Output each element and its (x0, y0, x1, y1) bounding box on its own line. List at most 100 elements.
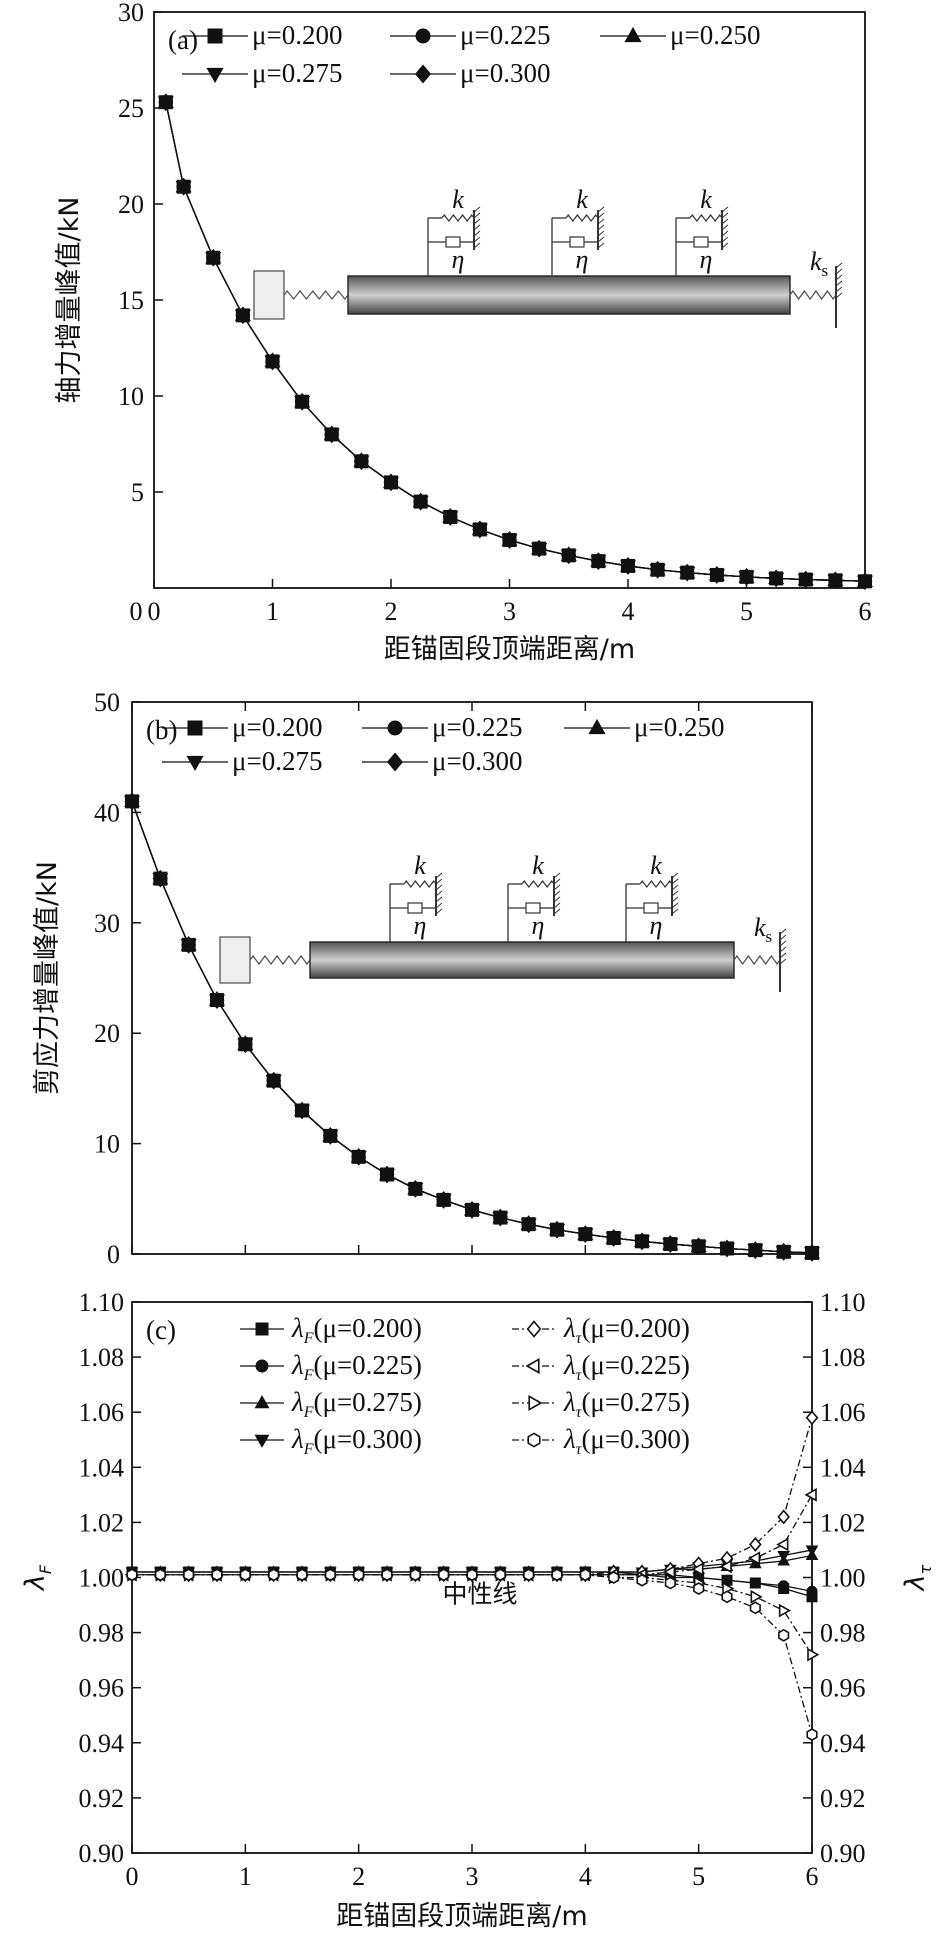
data-point (776, 1537, 789, 1552)
wall-hatch (435, 872, 443, 879)
data-point (620, 557, 636, 575)
end-spring (789, 289, 837, 301)
data-point (776, 1242, 792, 1261)
legend-item: μ=0.225 (362, 712, 522, 742)
data-point (294, 392, 310, 411)
y-axis-label-right-sub: τ (916, 1564, 935, 1574)
wall-hatch (473, 218, 481, 225)
y-tick-label-left: 0.96 (79, 1674, 125, 1703)
data-point (237, 1035, 253, 1054)
data-point (265, 352, 280, 371)
data-point (181, 935, 197, 954)
y-tick-label-right: 1.08 (820, 1343, 866, 1372)
head-spring (283, 289, 349, 301)
data-point (721, 1590, 733, 1604)
anchor-head-block (253, 270, 285, 320)
legend-marker (255, 1322, 269, 1336)
wall-hatch (835, 286, 843, 293)
data-point (662, 1235, 678, 1253)
legend-item: μ=0.200 (162, 712, 322, 742)
kelvin-element: kη (427, 185, 481, 276)
data-point (778, 1580, 790, 1592)
data-point (324, 425, 340, 444)
wall-hatch (671, 896, 679, 903)
x-tick-label: 2 (352, 1862, 365, 1891)
kelvin-k-label: k (414, 851, 426, 880)
kelvin-element: kη (551, 185, 605, 276)
legend-item: μ=0.275 (162, 746, 322, 776)
data-point (636, 1573, 648, 1587)
y-tick-label-right: 1.06 (820, 1398, 866, 1427)
legend-label-mu: (μ=0.225) (313, 1350, 421, 1380)
wall-hatch (553, 872, 561, 879)
wall-hatch (671, 902, 679, 909)
y-tick-label: 15 (118, 286, 144, 315)
series-4 (158, 93, 873, 591)
legend-item: μ=0.300 (362, 746, 522, 776)
legend-label: μ=0.225 (432, 712, 522, 742)
y-axis-label: 剪应力增量峰值/kN (32, 861, 63, 1095)
wall-hatch (721, 218, 729, 225)
legend-label-mu: (μ=0.275) (313, 1387, 421, 1417)
data-point (857, 572, 873, 591)
ks-subscript: s (766, 927, 773, 946)
y-tick-label-right: 1.10 (820, 1288, 866, 1317)
data-point (778, 1603, 792, 1618)
data-point (551, 1568, 563, 1582)
data-point (268, 1568, 280, 1582)
data-point (436, 1191, 452, 1209)
anchor-rod (347, 275, 791, 315)
wall-hatch (597, 206, 605, 213)
wall-hatch (721, 230, 729, 237)
wall-hatch (435, 890, 443, 897)
data-point (464, 1200, 480, 1219)
kelvin-spring (689, 214, 723, 222)
legend-item: λτ(μ=0.225) (512, 1350, 690, 1384)
legend-marker (525, 1358, 540, 1374)
legend-label-sub: F (303, 1330, 314, 1347)
data-point (407, 1179, 423, 1198)
y-tick-label-left: 1.10 (79, 1288, 125, 1317)
y-tick-label: 50 (94, 688, 120, 717)
wall-hatch (597, 242, 605, 249)
wall-hatch (835, 268, 843, 275)
legend-marker (528, 1395, 543, 1411)
legend-marker (415, 28, 431, 44)
legend-marker (527, 1432, 541, 1448)
wall-hatch (473, 212, 481, 219)
legend-label: λF(μ=0.200) (291, 1313, 422, 1347)
data-point (691, 1237, 707, 1256)
panel-c: 0 1 2 3 4 5 60.90 0.900.92 0.920.94 0.940.96 0.960… (20, 1288, 935, 1932)
data-point (472, 520, 488, 539)
x-tick-label: 4 (622, 597, 635, 626)
x-tick-label: 3 (466, 1862, 479, 1891)
wall-hatch (835, 292, 843, 299)
legend-marker (624, 26, 642, 43)
y-tick-label-right: 0.92 (820, 1784, 866, 1813)
wall-hatch (553, 896, 561, 903)
data-point (383, 473, 399, 492)
anchor-head-block (219, 936, 251, 984)
legend-marker (255, 1359, 269, 1373)
data-point (806, 1728, 818, 1741)
kelvin-element: kη (507, 851, 561, 942)
legend-label-mu: (μ=0.300) (313, 1424, 421, 1454)
wall-hatch (671, 878, 679, 885)
legend-label-mu: (μ=0.225) (581, 1350, 689, 1380)
panel-tag: (c) (146, 1315, 176, 1345)
legend-label-sub: F (303, 1404, 314, 1421)
data-point (750, 1589, 763, 1604)
data-point (152, 869, 168, 888)
data-point (438, 1568, 450, 1582)
y-tick-label: 40 (94, 798, 120, 827)
data-point (294, 1101, 310, 1120)
y-tick-label-right: 1.00 (820, 1564, 866, 1593)
y-tick-label: 25 (118, 94, 144, 123)
plots: 0 1 2 3 4 5 6510152025300距锚固段顶端距离/m轴力增量峰值/kN(a… (20, 0, 935, 1932)
x-tick-label: 5 (740, 597, 753, 626)
kelvin-spring (403, 880, 437, 888)
data-point (577, 1225, 593, 1244)
data-point (691, 1562, 704, 1577)
y-tick-label-left: 0.90 (79, 1839, 125, 1868)
wall-hatch (779, 952, 787, 959)
